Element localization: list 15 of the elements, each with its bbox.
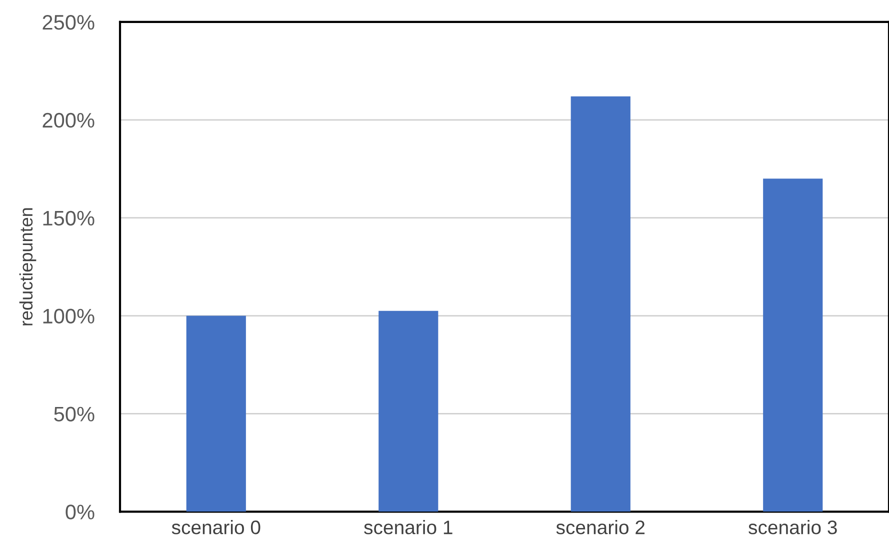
x-tick-label: scenario 3 [748, 520, 837, 534]
x-tick-label: scenario 2 [556, 520, 645, 534]
bar [570, 96, 630, 512]
bar [763, 178, 823, 512]
y-axis-title: reductiepunten [19, 208, 36, 326]
bar [186, 316, 246, 512]
x-tick-label: scenario 0 [172, 520, 260, 534]
y-tick-label: 100% [43, 308, 94, 324]
x-tick-label: scenario 1 [364, 520, 452, 534]
bar [378, 310, 438, 512]
y-tick-label: 200% [42, 112, 94, 128]
y-tick-label: 0% [66, 504, 94, 520]
y-tick-label: 250% [42, 14, 94, 30]
y-tick-label: 150% [43, 210, 94, 226]
y-tick-label: 50% [54, 406, 94, 422]
